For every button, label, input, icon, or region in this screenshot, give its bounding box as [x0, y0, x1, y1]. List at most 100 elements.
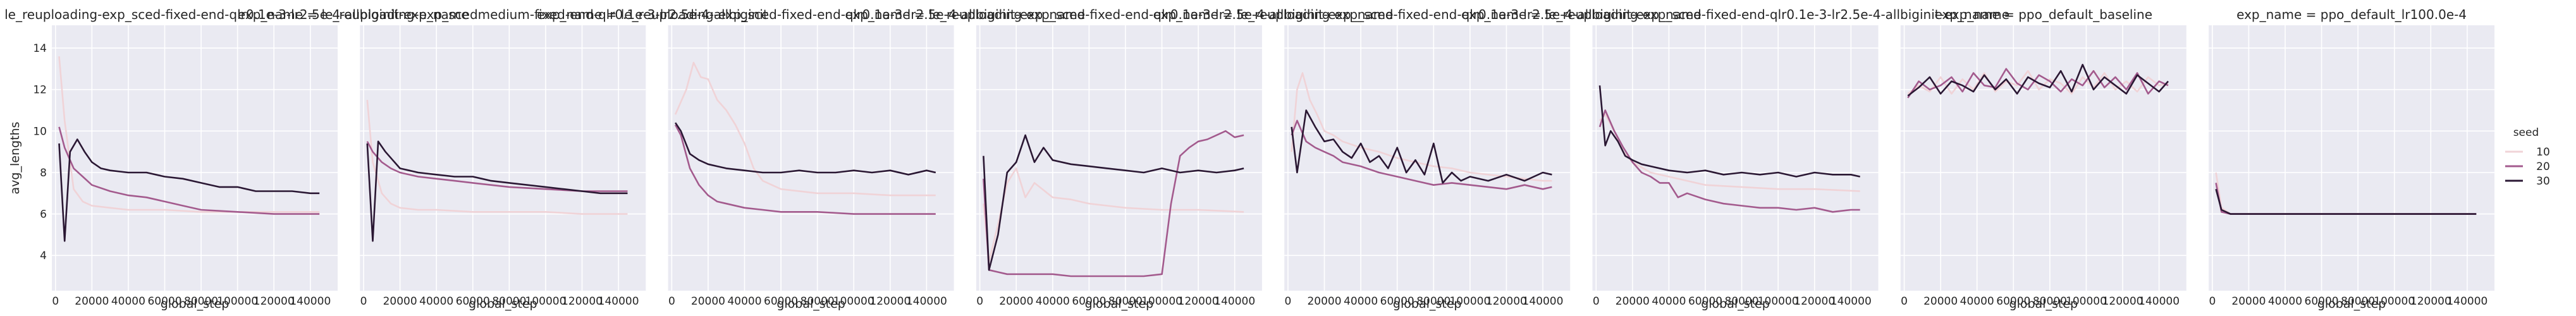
panel-2: 0 20000 40000 60000 80000100000120000140000e… [238, 7, 768, 311]
panel-1: 0 20000 40000 60000 800001000001200001400004… [0, 7, 469, 311]
x-tick-label: 60000 [1072, 295, 1106, 308]
y-axis-label: avg_lengths [8, 122, 22, 195]
x-tick-label: 100000 [217, 295, 258, 308]
panel-title: exp_name = ppo_default_lr100.0e-4 [2236, 7, 2467, 22]
x-tick-label: 120000 [1794, 295, 1835, 308]
x-tick-label: 120000 [2410, 295, 2451, 308]
x-tick-label: 60000 [147, 295, 181, 308]
x-tick-label: 80000 [2033, 295, 2067, 308]
y-tick-label: 14 [33, 42, 47, 55]
x-tick-label: 100000 [833, 295, 874, 308]
plot-area [52, 25, 338, 291]
x-tick-label: 120000 [561, 295, 603, 308]
x-tick-label: 20000 [1923, 295, 1958, 308]
x-tick-label: 40000 [419, 295, 453, 308]
series-line-seed-20 [674, 124, 936, 215]
legend-entry-seed-10: 10 [2505, 146, 2550, 159]
x-tick-label: 0 [1285, 295, 1292, 308]
panel-title: exp_name = ppo_default_baseline [1935, 7, 2152, 22]
series-line-seed-30 [1291, 109, 1552, 184]
x-tick-label: 140000 [290, 295, 331, 308]
panel-5: 0 20000 40000 60000 80000100000120000140000e… [1153, 7, 1702, 311]
x-tick-label: 80000 [1416, 295, 1451, 308]
x-tick-label: 80000 [1108, 295, 1143, 308]
panel-title: exp_name = le_reuploading-exp_sced-fixed… [845, 7, 1393, 22]
legend-title: seed [2513, 126, 2539, 139]
x-tick-label: 20000 [2231, 295, 2266, 308]
series-line-seed-30 [675, 122, 936, 176]
x-tick-label: 60000 [2305, 295, 2339, 308]
x-tick-label: 80000 [800, 295, 835, 308]
series-line-seed-20 [366, 141, 628, 192]
x-tick-label: 120000 [869, 295, 911, 308]
x-tick-label: 0 [668, 295, 675, 308]
plot-area [668, 25, 954, 291]
x-tick-label: 60000 [456, 295, 490, 308]
series-line-seed-30 [366, 140, 628, 242]
plot-area [360, 25, 646, 291]
x-tick-label: 40000 [1960, 295, 1994, 308]
x-axis-label: global_step [1085, 297, 1154, 311]
y-tick-label: 10 [33, 125, 47, 138]
y-tick-label: 8 [40, 167, 47, 179]
plot-area [976, 25, 1262, 291]
x-tick-label: 120000 [254, 295, 295, 308]
series-line-seed-20 [1291, 119, 1552, 190]
x-axis-label: global_step [161, 297, 230, 311]
series-line-seed-20 [983, 130, 1244, 277]
x-tick-label: 40000 [2268, 295, 2302, 308]
plot-area [1900, 25, 2187, 291]
x-axis-label: global_step [1701, 297, 1770, 311]
panel-3: 0 20000 40000 60000 80000100000120000140000e… [537, 7, 1085, 311]
x-tick-label: 140000 [906, 295, 947, 308]
x-tick-label: 140000 [598, 295, 639, 308]
x-tick-label: 40000 [111, 295, 145, 308]
x-tick-label: 0 [1593, 295, 1600, 308]
x-tick-label: 0 [1901, 295, 1908, 308]
series-line-seed-10 [1907, 70, 2169, 95]
x-tick-label: 100000 [1141, 295, 1182, 308]
x-tick-label: 80000 [1725, 295, 1759, 308]
x-tick-label: 100000 [2374, 295, 2415, 308]
panel-title: exp_name = le_reuploading-exp_sced-fixed… [1461, 7, 2009, 22]
legend-label: 30 [2536, 175, 2550, 188]
series-line-seed-10 [366, 99, 628, 215]
y-tick-label: 12 [33, 84, 47, 97]
series-line-seed-30 [2215, 188, 2477, 215]
y-tick-label: 4 [40, 250, 47, 262]
series-line-seed-30 [1598, 85, 1860, 178]
panel-title: exp_name = le_reuploading-exp_scedmedium… [238, 7, 768, 22]
panel-4: 0 20000 40000 60000 80000100000120000140000e… [845, 7, 1393, 311]
x-tick-label: 120000 [1486, 295, 1527, 308]
x-axis-label: global_step [2317, 297, 2386, 311]
x-tick-label: 20000 [691, 295, 725, 308]
x-tick-label: 80000 [492, 295, 526, 308]
x-tick-label: 20000 [1307, 295, 1341, 308]
x-tick-label: 60000 [1380, 295, 1414, 308]
x-tick-label: 40000 [1036, 295, 1070, 308]
x-tick-label: 40000 [727, 295, 761, 308]
x-tick-label: 20000 [1616, 295, 1650, 308]
series-line-seed-10 [674, 61, 936, 197]
panel-6: 0 20000 40000 60000 80000100000120000140000e… [1461, 7, 2009, 311]
plot-area [1592, 25, 1879, 291]
x-tick-label: 20000 [75, 295, 109, 308]
x-tick-label: 120000 [1178, 295, 1219, 308]
x-axis-label: global_step [776, 297, 845, 311]
x-tick-label: 140000 [1523, 295, 1564, 308]
series-line-seed-20 [1907, 68, 2169, 99]
x-tick-label: 140000 [2446, 295, 2487, 308]
x-tick-label: 40000 [1344, 295, 1378, 308]
series-line-seed-30 [1907, 64, 2169, 97]
x-tick-label: 80000 [2341, 295, 2375, 308]
panel-title: exp_name = le_reuploading-exp_sced-fixed… [537, 7, 1085, 22]
legend-label: 20 [2536, 161, 2550, 173]
x-axis-label: global_step [2009, 297, 2078, 311]
x-tick-label: 0 [2209, 295, 2216, 308]
x-tick-label: 40000 [1652, 295, 1686, 308]
x-tick-label: 100000 [2066, 295, 2107, 308]
x-tick-label: 60000 [764, 295, 798, 308]
